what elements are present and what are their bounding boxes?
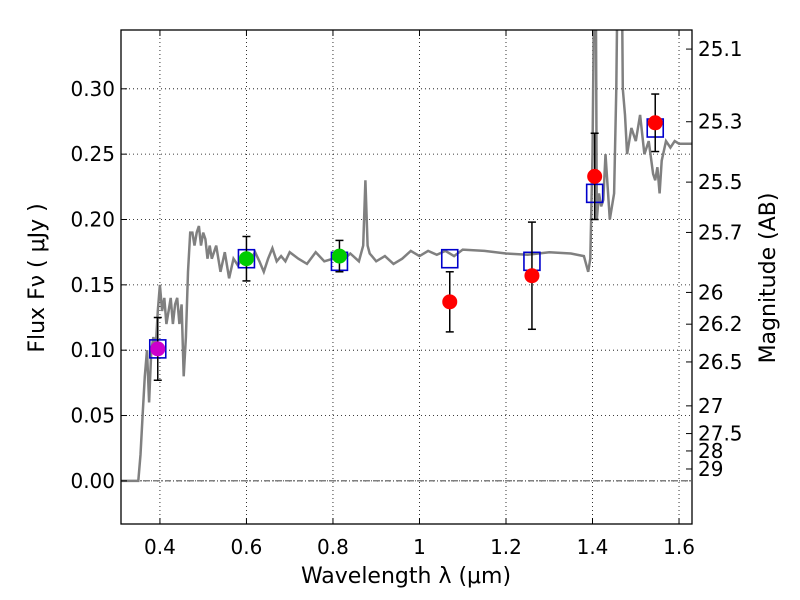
y-axis-title: Flux Fν ( μJy ) bbox=[25, 203, 50, 352]
right-tick-label-0: 25.1 bbox=[698, 37, 743, 61]
right-tick-label-9: 28 bbox=[698, 439, 723, 463]
right-tick-label-6: 26.5 bbox=[698, 350, 743, 374]
x-tick-label-2: 0.8 bbox=[317, 535, 349, 559]
right-tick-label-8: 27.5 bbox=[698, 422, 743, 446]
y-tick-label-4: 0.20 bbox=[70, 207, 115, 231]
right-tick-label-1: 25.3 bbox=[698, 110, 743, 134]
x-tick-label-3: 1 bbox=[413, 535, 426, 559]
y-tick-label-3: 0.15 bbox=[70, 273, 115, 297]
x-tick-label-6: 1.6 bbox=[663, 535, 695, 559]
axis-ticks bbox=[121, 30, 692, 524]
green_photometry-point-1 bbox=[331, 248, 347, 264]
right-tick-label-7: 27 bbox=[698, 394, 723, 418]
red_photometry-point-3 bbox=[647, 115, 663, 131]
right-tick-label-10: 29 bbox=[698, 457, 723, 481]
model-sed-curve bbox=[121, 30, 692, 483]
y-tick-label-6: 0.30 bbox=[70, 77, 115, 101]
right-tick-label-5: 26.2 bbox=[698, 312, 743, 336]
red_photometry-point-1 bbox=[524, 268, 540, 284]
green_photometry-point-0 bbox=[238, 251, 254, 267]
tick-labels: 0.4 0.6 0.8 1 1.2 1.4 1.6 0.00 0.05 0.10 0.15 0.20 0… bbox=[70, 37, 742, 559]
y-tick-label-2: 0.10 bbox=[70, 338, 115, 362]
x-tick-label-5: 1.4 bbox=[577, 535, 609, 559]
y-tick-label-0: 0.00 bbox=[70, 469, 115, 493]
right-tick-label-2: 25.5 bbox=[698, 170, 743, 194]
magenta_photometry-point-0 bbox=[150, 341, 166, 357]
model_boxes-box-3 bbox=[440, 248, 459, 269]
red_photometry-point-0 bbox=[442, 294, 458, 310]
right-tick-label-3: 25.7 bbox=[698, 220, 743, 244]
x-tick-label-1: 0.6 bbox=[231, 535, 263, 559]
photometry-marks bbox=[148, 93, 665, 381]
plot-frame bbox=[120, 29, 693, 525]
red_photometry-point-2 bbox=[587, 168, 603, 184]
y-tick-label-1: 0.05 bbox=[70, 404, 115, 428]
y-tick-label-5: 0.25 bbox=[70, 142, 115, 166]
x-axis-title: Wavelength λ (μm) bbox=[301, 564, 511, 589]
right-axis-title: Magnitude (AB) bbox=[756, 193, 781, 364]
grid-lines bbox=[121, 30, 692, 524]
right-tick-label-4: 26 bbox=[698, 280, 723, 304]
x-tick-label-4: 1.2 bbox=[490, 535, 522, 559]
x-tick-label-0: 0.4 bbox=[144, 535, 176, 559]
